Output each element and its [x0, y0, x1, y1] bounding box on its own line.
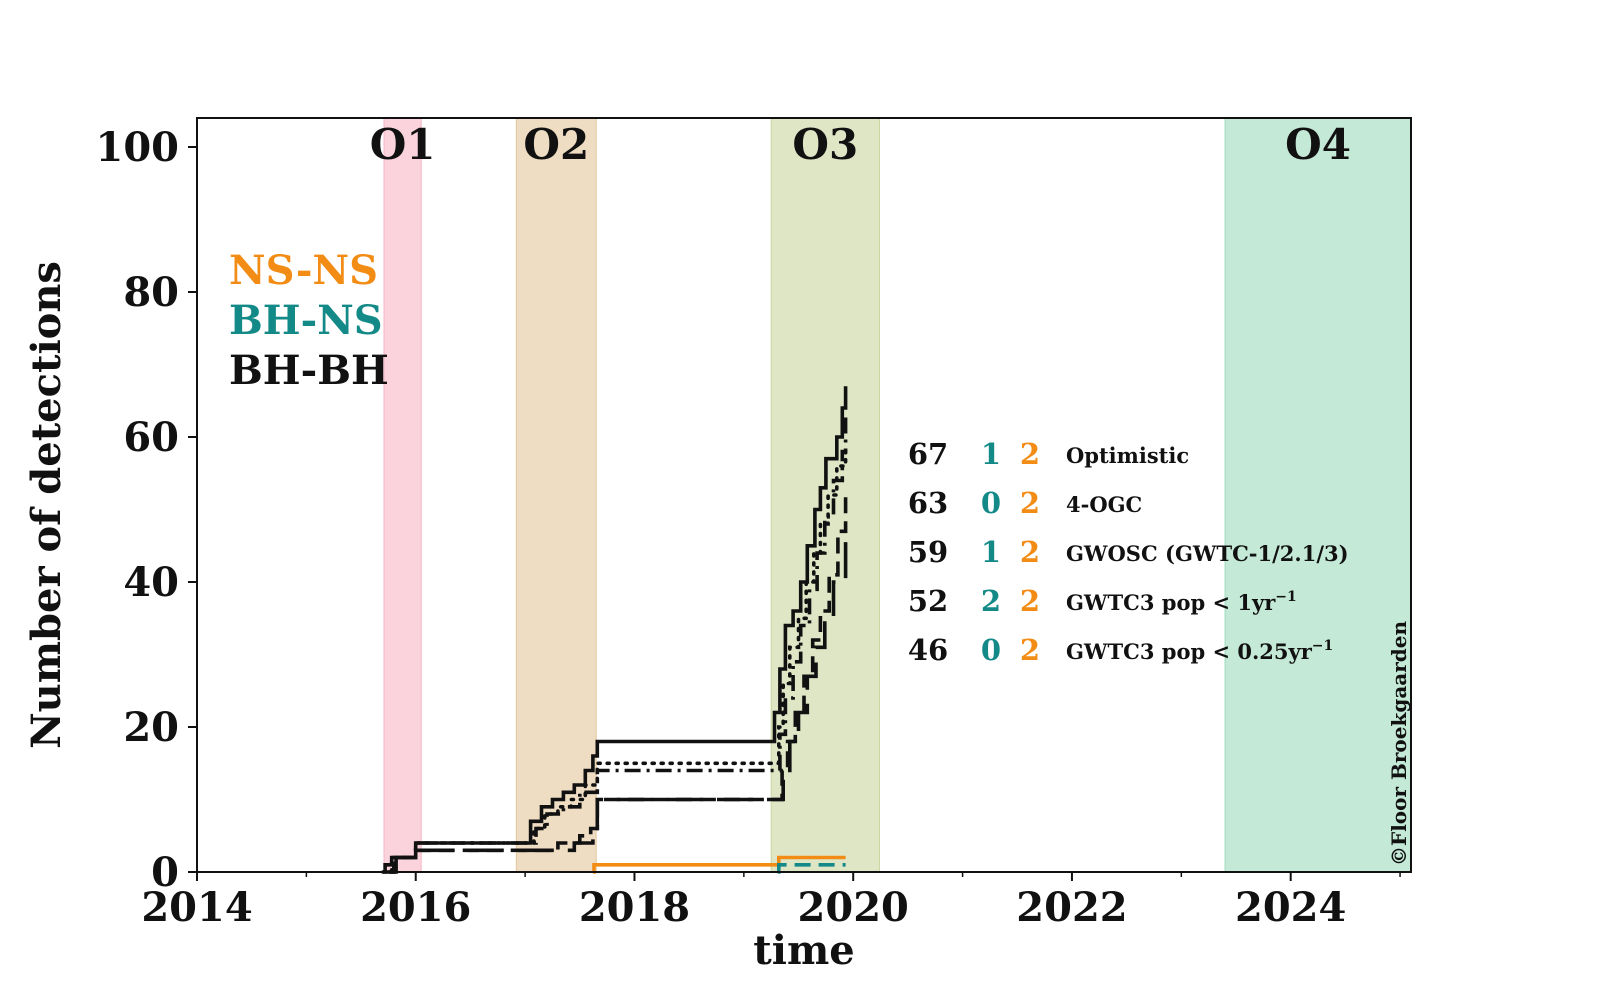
x-tick-label: 2024	[1235, 884, 1346, 931]
nsns-count: 2	[1020, 584, 1040, 618]
type-legend-entry: NS-NS	[229, 247, 378, 294]
observing-run-label: O2	[523, 120, 589, 169]
nsns-count: 2	[1020, 535, 1040, 569]
observing-run-band	[1224, 117, 1412, 873]
x-tick-label: 2022	[1016, 884, 1127, 931]
type-legend-entry: BH-BH	[229, 347, 389, 394]
nsns-count: 2	[1020, 486, 1040, 520]
catalog-label: GWTC3 pop < 0.25yr−1	[1066, 638, 1333, 664]
bhns-count: 1	[981, 437, 1001, 471]
catalog-label-superscript: −1	[1275, 589, 1296, 605]
bhns-count: 0	[981, 633, 1001, 667]
observing-run-label: O4	[1285, 120, 1351, 169]
bbh-count: 63	[908, 486, 948, 520]
x-axis-title: time	[753, 927, 854, 974]
x-axis-ticks: 2014 2016 2018 2020 2022 2024	[141, 872, 1401, 931]
bhns-count: 1	[981, 535, 1001, 569]
series-bh-bh-longdash-line	[389, 538, 848, 874]
y-tick-label: 80	[123, 269, 179, 316]
y-tick-label: 0	[151, 849, 179, 896]
catalog-label: 4-OGC	[1066, 492, 1142, 517]
series-bh-bh-solid-line	[382, 386, 848, 874]
observing-run-labels: O1 O2 O3 O4	[370, 120, 1351, 169]
observing-run-band	[515, 117, 597, 873]
credit-text: ©Floor Broekgaarden	[1387, 621, 1411, 866]
series-bh-bh-dotted-line	[381, 442, 848, 874]
x-tick-label: 2020	[798, 884, 909, 931]
observing-run-label: O1	[370, 120, 436, 169]
observing-run-label: O3	[792, 120, 858, 169]
nsns-count: 2	[1020, 633, 1040, 667]
y-tick-label: 60	[123, 414, 179, 461]
y-axis-ticks: 0 20 40 60 80 100	[96, 124, 197, 896]
y-tick-label: 20	[123, 704, 179, 751]
x-tick-label: 2014	[141, 884, 252, 931]
catalog-label-text: GWTC3 pop < 1yr	[1066, 590, 1276, 615]
bbh-count: 67	[908, 437, 948, 471]
type-legend-entry: BH-NS	[229, 297, 383, 344]
catalog-label: GWTC3 pop < 1yr−1	[1066, 589, 1297, 615]
catalog-label-text: Optimistic	[1066, 443, 1189, 468]
bbh-count: 52	[908, 584, 948, 618]
x-tick-label: 2016	[360, 884, 471, 931]
y-tick-label: 40	[123, 559, 179, 606]
nsns-count: 2	[1020, 437, 1040, 471]
catalog-label-text: GWOSC (GWTC-1/2.1/3)	[1066, 541, 1349, 566]
catalog-label-text: 4-OGC	[1066, 492, 1142, 517]
observing-run-bands	[383, 117, 1412, 873]
catalog-label-superscript: −1	[1312, 638, 1333, 654]
y-axis-title: Number of detections	[23, 261, 70, 749]
x-tick-label: 2018	[579, 884, 690, 931]
bhns-count: 2	[981, 584, 1001, 618]
catalog-label: Optimistic	[1066, 443, 1189, 468]
bhns-count: 0	[981, 486, 1001, 520]
plot-frame	[196, 117, 1412, 873]
catalog-label-text: GWTC3 pop < 0.25yr	[1066, 639, 1313, 664]
y-tick-label: 100	[96, 124, 180, 171]
bbh-count: 59	[908, 535, 948, 569]
bbh-count: 46	[908, 633, 948, 667]
catalog-label: GWOSC (GWTC-1/2.1/3)	[1066, 541, 1349, 566]
observing-run-band	[383, 117, 422, 873]
